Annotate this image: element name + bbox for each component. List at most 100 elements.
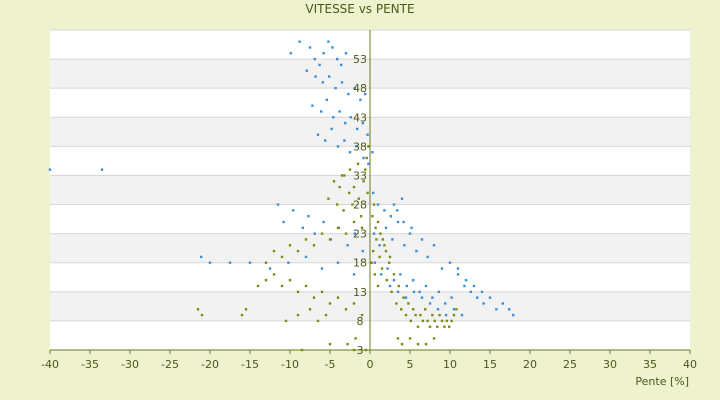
data-point-blue: [444, 302, 447, 305]
data-point-blue: [495, 308, 498, 311]
data-point-olive: [364, 168, 367, 171]
data-point-olive: [196, 308, 200, 311]
data-point-olive: [397, 284, 400, 288]
data-point-blue: [318, 63, 321, 67]
y-tick-label: 3: [357, 344, 364, 357]
data-point-olive: [364, 348, 368, 352]
data-point-olive: [346, 342, 349, 346]
data-point-olive: [383, 244, 386, 247]
data-point-olive: [372, 203, 376, 206]
data-point-olive: [264, 278, 268, 282]
data-point-blue: [344, 52, 348, 55]
data-point-blue: [328, 75, 331, 78]
data-point-blue: [313, 57, 316, 61]
data-point-olive: [421, 319, 424, 323]
data-point-olive: [428, 325, 432, 328]
data-point-olive: [445, 319, 448, 323]
data-point-olive: [455, 308, 458, 311]
data-point-blue: [396, 290, 400, 294]
data-point-blue: [373, 261, 376, 264]
data-point-olive: [390, 290, 393, 294]
data-point-blue: [367, 162, 370, 166]
data-point-olive: [354, 337, 357, 340]
data-point-olive: [304, 284, 308, 288]
data-point-olive: [371, 214, 374, 218]
data-point-olive: [336, 203, 339, 206]
data-point-olive: [296, 249, 300, 253]
data-point-blue: [353, 86, 356, 90]
data-point-olive: [367, 145, 370, 148]
data-point-olive: [396, 337, 400, 340]
data-point-blue: [386, 267, 389, 270]
data-point-olive: [438, 313, 441, 317]
data-point-olive: [280, 255, 284, 259]
data-point-blue: [305, 69, 308, 72]
data-point-blue: [327, 40, 330, 43]
data-point-blue: [472, 284, 476, 288]
data-point-blue: [383, 209, 386, 212]
data-point-olive: [342, 209, 345, 212]
data-point-blue: [378, 244, 381, 247]
data-point-blue: [380, 273, 383, 276]
data-point-blue: [301, 226, 304, 230]
data-point-blue: [321, 81, 324, 84]
data-point-olive: [312, 244, 316, 247]
data-point-blue: [412, 278, 415, 282]
data-point-blue: [404, 296, 408, 299]
data-point-olive: [450, 319, 453, 323]
x-tick-label: -25: [161, 358, 179, 371]
x-tick-label: -30: [121, 358, 139, 371]
plot-area: -40 -35 -30 -25 -20 -15 -10 -5 0 5 10 15 20 25 30 35 40 3…: [41, 29, 697, 371]
data-point-blue: [276, 203, 280, 206]
data-point-blue: [420, 238, 424, 241]
data-point-blue: [349, 116, 352, 119]
data-point-blue: [371, 150, 374, 154]
data-point-olive: [370, 261, 373, 264]
data-point-blue: [372, 232, 376, 235]
data-point-olive: [388, 261, 391, 264]
data-point-olive: [328, 302, 332, 305]
data-point-blue: [431, 296, 434, 299]
data-point-olive: [412, 308, 415, 311]
data-point-olive: [432, 337, 436, 340]
data-point-blue: [320, 110, 323, 113]
data-point-blue: [314, 75, 317, 78]
data-point-olive: [409, 319, 412, 323]
data-point-blue: [322, 220, 325, 224]
data-point-blue: [426, 255, 429, 259]
data-point-blue: [352, 273, 356, 276]
data-point-olive: [392, 273, 396, 276]
data-point-blue: [343, 139, 346, 142]
data-point-olive: [340, 174, 344, 177]
data-point-blue: [424, 284, 428, 288]
data-point-olive: [424, 342, 428, 346]
data-point-olive: [336, 226, 340, 230]
data-point-blue: [324, 139, 327, 142]
data-point-blue: [476, 296, 479, 299]
data-point-blue: [444, 313, 448, 317]
data-point-olive: [272, 273, 276, 276]
data-point-blue: [460, 313, 464, 317]
data-point-blue: [508, 308, 511, 311]
data-point-olive: [374, 226, 377, 230]
data-point-olive: [395, 302, 398, 305]
x-axis-label: Pente [%]: [635, 375, 689, 388]
x-tick-label: 15: [483, 358, 497, 371]
data-point-olive: [408, 337, 412, 340]
data-point-olive: [336, 296, 340, 299]
data-point-olive: [400, 342, 404, 346]
x-tick-label: -35: [81, 358, 99, 371]
data-point-blue: [268, 267, 272, 270]
data-point-blue: [362, 156, 365, 160]
data-point-olive: [452, 313, 456, 317]
data-point-olive: [414, 313, 417, 317]
data-point-olive: [366, 191, 369, 195]
data-point-blue: [415, 249, 418, 253]
y-tick-label: 28: [353, 199, 367, 212]
data-point-blue: [396, 209, 399, 212]
data-point-olive: [352, 348, 356, 352]
data-point-olive: [352, 220, 356, 224]
data-point-blue: [384, 226, 388, 230]
data-point-olive: [407, 302, 410, 305]
